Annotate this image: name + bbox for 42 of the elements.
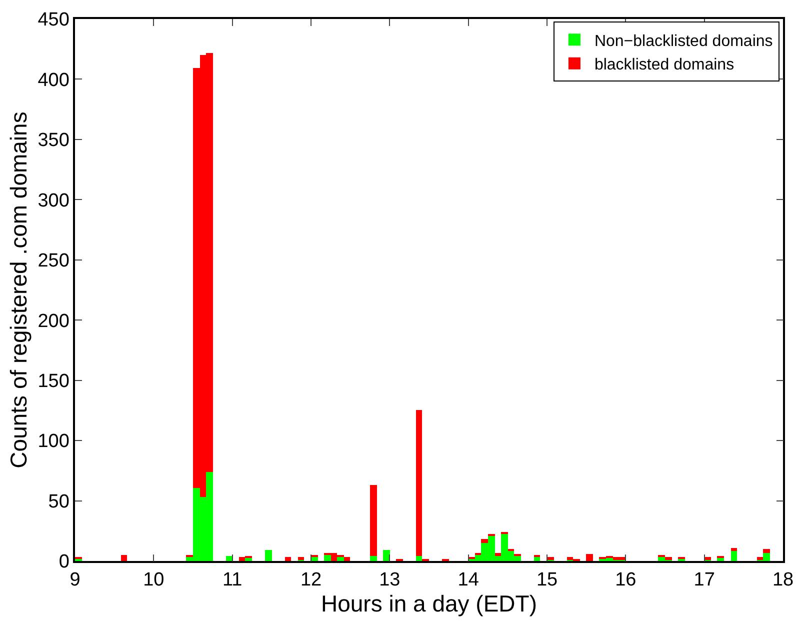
bar <box>481 539 488 543</box>
x-tick-label: 14 <box>458 570 480 591</box>
bar <box>383 550 390 561</box>
y-axis-title: Counts of registered .com domains <box>6 112 32 468</box>
y-tick-label: 50 <box>48 491 70 512</box>
bar <box>495 553 501 556</box>
bar <box>731 548 737 551</box>
y-tick-label: 150 <box>38 370 70 392</box>
y-tick-label: 400 <box>38 70 70 91</box>
x-tick-label: 13 <box>379 570 400 591</box>
bar <box>324 555 331 561</box>
x-tick-label: 12 <box>300 570 322 591</box>
bar <box>586 554 593 561</box>
x-tick-label: 11 <box>222 570 242 591</box>
legend-label: blacklisted domains <box>594 56 734 74</box>
y-tick-label: 100 <box>38 431 70 452</box>
x-axis-title: Hours in a day (EDT) <box>320 590 538 617</box>
bar <box>226 556 232 561</box>
bar <box>265 550 272 561</box>
bar <box>416 410 422 556</box>
bar <box>731 551 737 561</box>
y-tick-label: 300 <box>38 190 70 212</box>
legend-label: Non−blacklisted domains <box>594 32 773 50</box>
bar <box>370 485 377 556</box>
bar <box>311 557 318 561</box>
bar <box>285 557 291 561</box>
x-tick-label: 10 <box>143 570 164 591</box>
y-tick-label: 350 <box>38 130 70 152</box>
y-tick-label: 0 <box>58 552 70 573</box>
bar <box>370 556 377 561</box>
bar <box>763 549 770 553</box>
x-tick-label: 9 <box>70 570 80 591</box>
y-tick-label: 250 <box>38 250 70 272</box>
y-tick-label: 450 <box>38 10 70 31</box>
y-tick-label: 200 <box>38 310 70 332</box>
bar <box>121 555 127 561</box>
x-tick-label: 18 <box>772 570 794 591</box>
x-tick-label: 15 <box>536 570 558 591</box>
x-tick-label: 16 <box>615 570 636 591</box>
bar <box>344 557 350 561</box>
bar <box>416 556 422 561</box>
x-tick-label: 17 <box>694 570 715 591</box>
